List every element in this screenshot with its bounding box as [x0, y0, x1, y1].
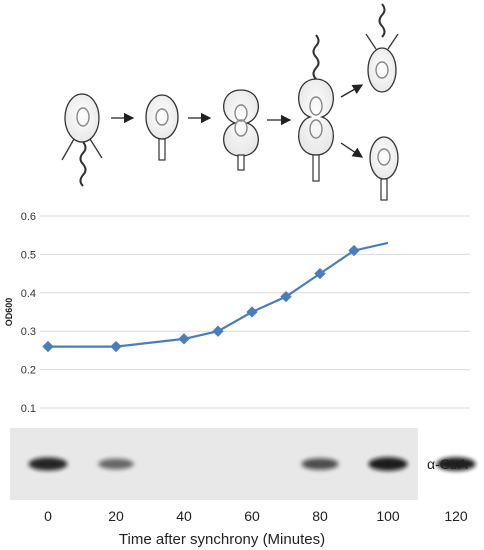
- y-tick-label: 0.4: [21, 288, 36, 300]
- x-tick-label: 80: [312, 508, 328, 524]
- x-tick-label: 100: [376, 508, 400, 524]
- western-blot: α-CtrA 020406080100120140 Time after syn…: [10, 428, 476, 548]
- y-tick-labels: 0.1 0.2 0.3 0.4 0.5 0.6: [21, 211, 36, 415]
- blot-band: [301, 458, 339, 470]
- blot-band: [436, 457, 476, 471]
- daughter-swarmer-cell: [365, 3, 399, 93]
- y-tick-label: 0.5: [21, 249, 36, 261]
- blot-band: [28, 457, 68, 471]
- x-tick-label: 0: [44, 508, 52, 524]
- line-chart: 0.1 0.2 0.3 0.4 0.5 0.6 OD600: [4, 211, 470, 415]
- data-point: [348, 244, 360, 257]
- x-tick-label: 120: [444, 508, 468, 524]
- arrow: [340, 84, 364, 98]
- blot-band: [368, 457, 408, 471]
- cell-cycle-diagram: [61, 3, 399, 201]
- data-point: [280, 290, 292, 303]
- swarmer-cell: [61, 93, 103, 187]
- daughter-stalked-cell: [369, 136, 399, 201]
- data-point: [212, 325, 224, 337]
- data-point: [246, 306, 258, 318]
- data-point: [42, 340, 54, 353]
- blot-background: [10, 428, 418, 500]
- x-tick-label: 60: [244, 508, 260, 524]
- predivisional-cell: [223, 89, 259, 171]
- y-tick-label: 0.6: [21, 211, 36, 223]
- x-tick-label: 20: [108, 508, 124, 524]
- y-tick-label: 0.2: [21, 365, 36, 377]
- arrow: [340, 142, 364, 158]
- x-axis-label: Time after synchrony (Minutes): [119, 531, 325, 548]
- late-predivisional-cell: [298, 34, 334, 182]
- data-point: [110, 340, 122, 353]
- blot-bands: [28, 457, 476, 471]
- data-point: [314, 267, 326, 280]
- x-tick-label: 40: [176, 508, 192, 524]
- y-tick-label: 0.1: [21, 403, 36, 415]
- lane-labels: 020406080100120140: [44, 508, 468, 524]
- blot-label: α-CtrA: [427, 456, 468, 472]
- stalked-cell: [145, 94, 179, 161]
- y-axis-label: OD600: [4, 298, 14, 327]
- gridlines: [40, 215, 470, 409]
- blot-band: [98, 458, 134, 470]
- data-point: [178, 333, 190, 345]
- y-tick-label: 0.3: [21, 326, 36, 338]
